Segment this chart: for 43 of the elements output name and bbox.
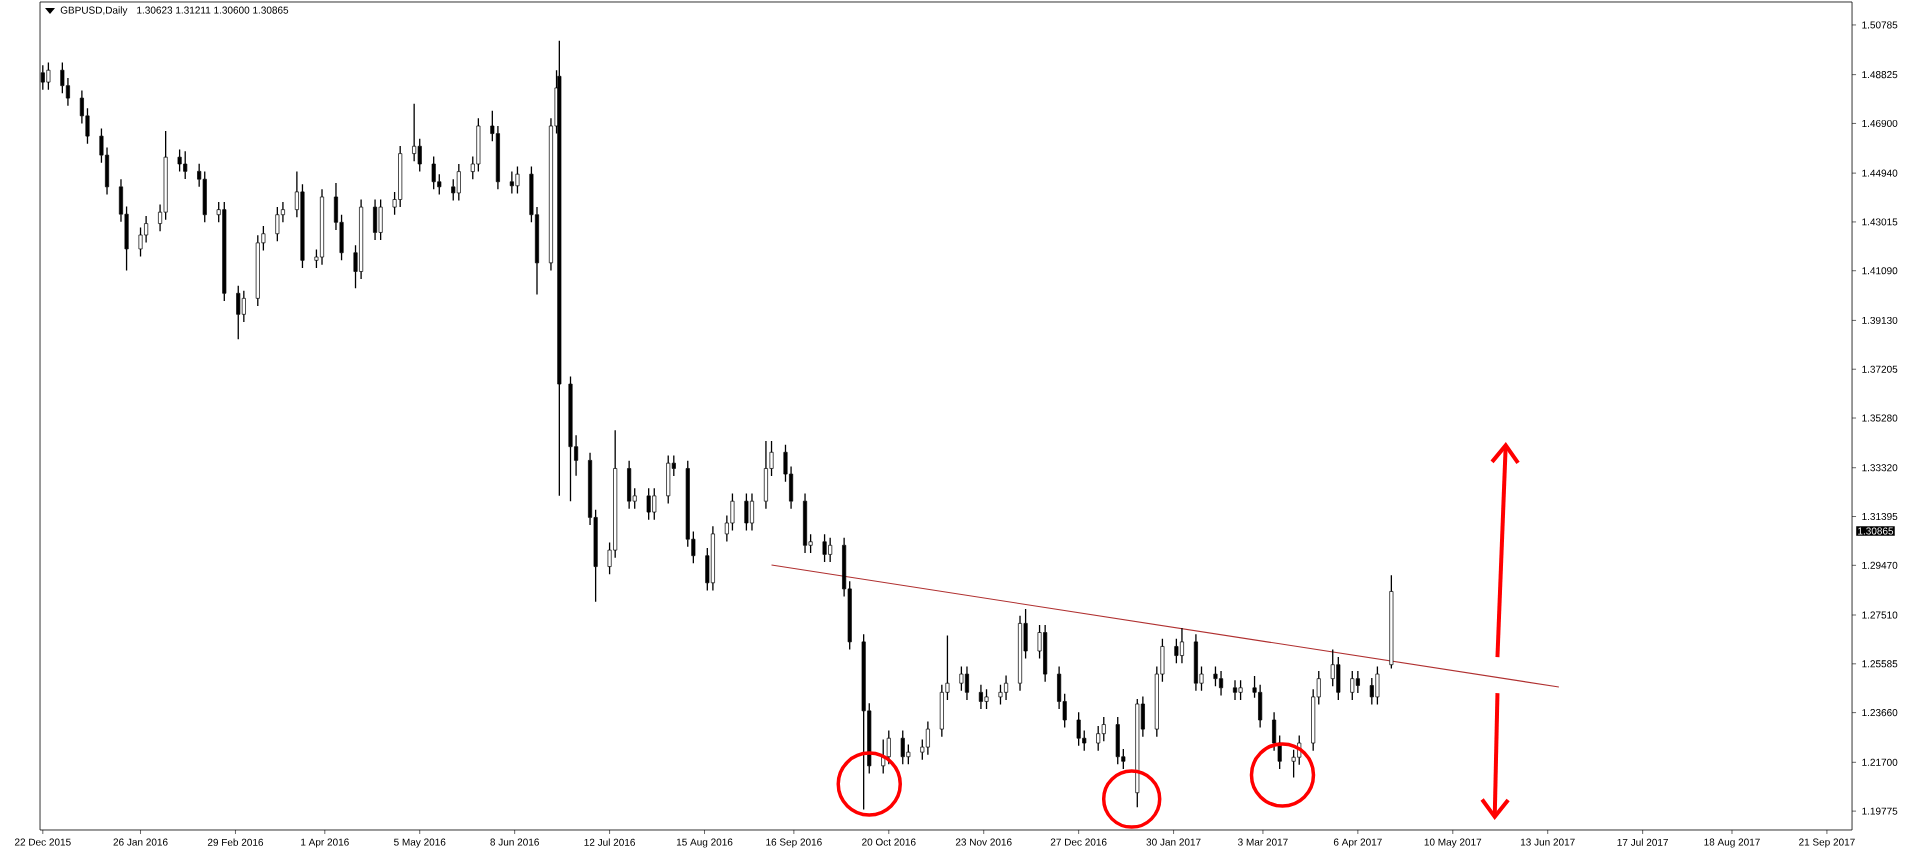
chart-title: GBPUSD,Daily (60, 6, 128, 16)
x-tick-label: 29 Feb 2016 (207, 838, 264, 846)
y-tick-label: 1.35280 (1862, 414, 1898, 422)
y-tick-label: 1.31395 (1862, 512, 1898, 521)
x-tick-label: 10 May 2017 (1424, 838, 1482, 848)
x-tick-label: 17 Jul 2017 (1617, 838, 1668, 846)
x-tick-label: 21 Sep 2017 (1799, 838, 1855, 848)
y-tick-label: 1.33320 (1862, 464, 1898, 472)
x-tick-label: 22 Dec 2015 (14, 838, 71, 846)
y-tick-label: 1.21700 (1862, 758, 1898, 766)
x-tick-label: 16 Sep 2016 (766, 838, 822, 848)
y-tick-label: 1.43015 (1862, 218, 1898, 226)
x-tick-label: 20 Oct 2016 (862, 838, 916, 846)
x-tick-label: 8 Jun 2016 (490, 838, 539, 846)
x-tick-label: 15 Aug 2016 (676, 838, 733, 848)
text: 1.30865 (1858, 527, 1894, 535)
y-tick-label: 1.25585 (1862, 660, 1898, 668)
x-tick-label: 26 Jan 2016 (113, 838, 168, 846)
candlestick (881, 738, 886, 775)
y-tick-label: 1.41090 (1862, 267, 1898, 275)
y-tick-label: 1.50785 (1862, 21, 1898, 29)
candlestick (557, 40, 562, 497)
x-tick-label: 3 Mar 2017 (1238, 838, 1288, 846)
x-tick-label: 1 Apr 2016 (301, 838, 349, 848)
x-tick-label: 18 Aug 2017 (1704, 838, 1760, 848)
y-tick-label: 1.19775 (1862, 807, 1898, 815)
x-tick-label: 12 Jul 2016 (584, 838, 635, 846)
y-tick-label: 1.29470 (1862, 561, 1898, 569)
candlestick (1389, 574, 1394, 670)
x-tick-label: 30 Jan 2017 (1146, 838, 1201, 846)
y-tick-label: 1.37205 (1862, 365, 1898, 373)
x-tick-label: 13 Jun 2017 (1520, 838, 1575, 846)
x-tick-label: 27 Dec 2016 (1050, 838, 1107, 846)
chart-subtitle: 1.30623 1.31211 1.30600 1.30865 (137, 6, 289, 14)
y-tick-label: 1.46900 (1862, 119, 1898, 127)
x-tick-label: 23 Nov 2016 (955, 838, 1012, 846)
y-tick-label: 1.23660 (1862, 709, 1898, 717)
y-tick-label: 1.48825 (1862, 71, 1898, 79)
x-tick-label: 6 Apr 2017 (1333, 838, 1382, 848)
y-tick-label: 1.44940 (1862, 169, 1898, 177)
y-tick-label: 1.39130 (1862, 316, 1898, 324)
y-tick-label: 1.27510 (1862, 611, 1898, 619)
x-tick-label: 5 May 2016 (394, 838, 446, 848)
